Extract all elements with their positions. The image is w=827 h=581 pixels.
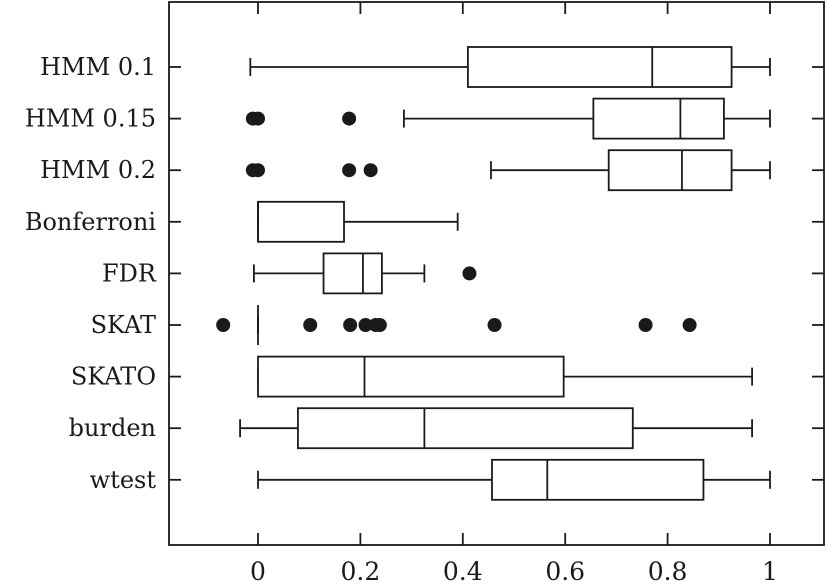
outlier-point (372, 318, 387, 332)
box-group (245, 149, 771, 192)
iqr-box (592, 97, 725, 140)
category-label: wtest (90, 466, 157, 494)
outlier-point (363, 163, 378, 178)
outlier-point (342, 111, 357, 126)
iqr-box (297, 407, 634, 450)
outlier-point (251, 163, 265, 178)
x-tick-label: 1 (762, 557, 778, 581)
outlier-point (638, 318, 653, 332)
box-series (216, 46, 771, 501)
x-tick-label: 0 (250, 557, 266, 581)
x-tick-label: 0.8 (648, 557, 688, 581)
x-tick-label: 0.6 (545, 557, 585, 581)
outlier-point (303, 318, 318, 332)
box-group (253, 252, 477, 295)
category-label: SKAT (91, 311, 156, 339)
outlier-point (487, 318, 502, 332)
category-label: HMM 0.1 (40, 53, 156, 81)
iqr-box (607, 149, 733, 192)
outlier-point (216, 318, 231, 332)
box-group (257, 200, 459, 243)
box-group (245, 97, 771, 140)
outlier-point (251, 111, 265, 126)
category-label: Bonferroni (25, 208, 156, 236)
outlier-point (462, 266, 477, 281)
iqr-box (491, 458, 705, 501)
category-label: SKATO (71, 363, 156, 391)
box-group (257, 458, 771, 501)
box-group (216, 305, 697, 345)
iqr-box (322, 252, 383, 295)
x-tick-label: 0.4 (443, 557, 483, 581)
iqr-box (257, 355, 565, 398)
box-group (257, 355, 753, 398)
outlier-point (342, 163, 357, 178)
iqr-box (467, 46, 733, 88)
category-label: HMM 0.2 (40, 156, 156, 184)
outlier-point (682, 318, 697, 332)
box-group (239, 407, 753, 450)
box-group (249, 46, 771, 88)
x-tick-label: 0.2 (341, 557, 381, 581)
outlier-point (358, 318, 373, 332)
outlier-point (343, 318, 358, 332)
category-label: HMM 0.15 (25, 105, 156, 133)
x-axis-ticks: 0 0.2 0.4 0.6 0.8 1 (250, 2, 778, 581)
y-axis-labels: HMM 0.1 HMM 0.15 HMM 0.2 Bonferroni FDR SKAT S… (25, 53, 824, 494)
category-label: burden (69, 414, 156, 442)
iqr-box (257, 200, 345, 243)
category-label: FDR (102, 259, 157, 287)
